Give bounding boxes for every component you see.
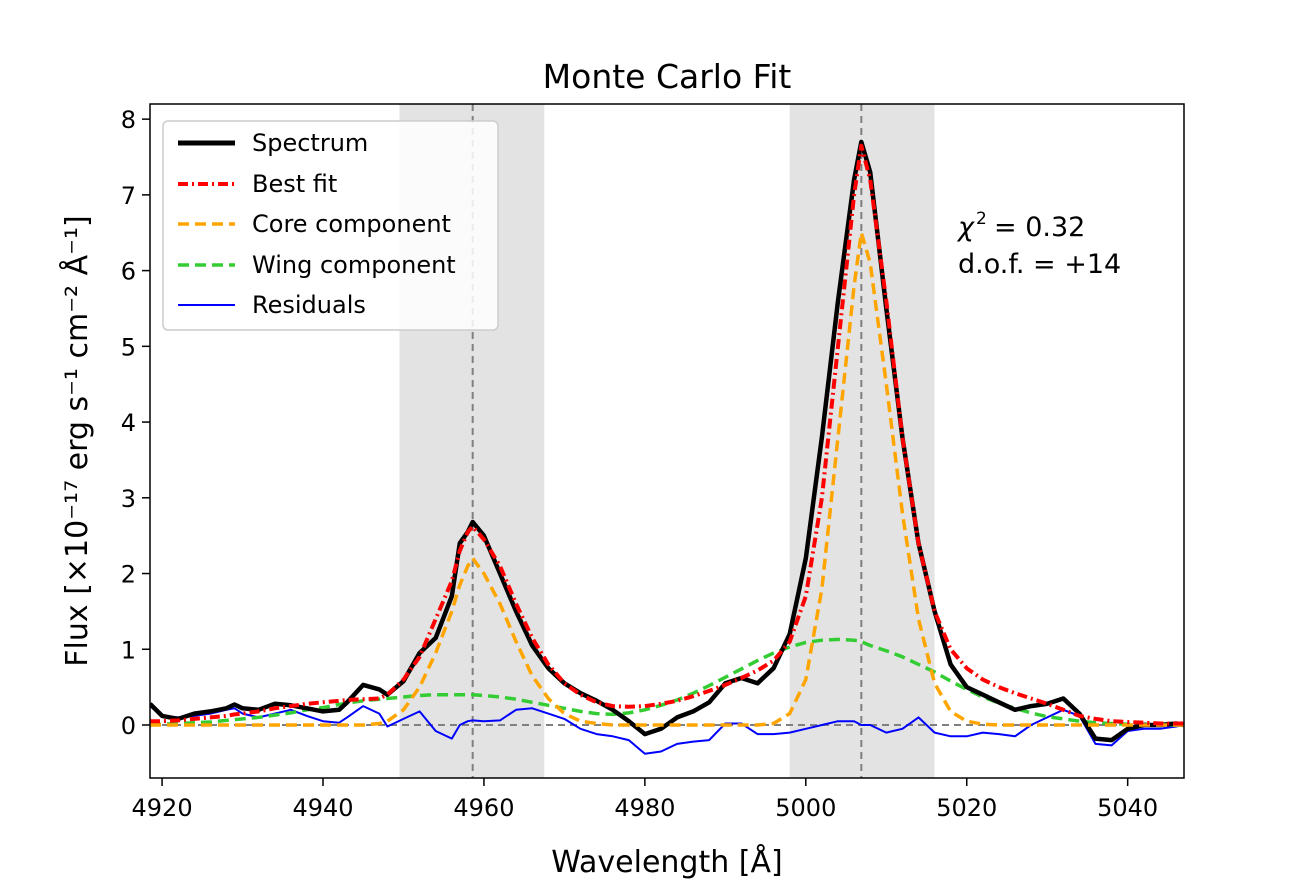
legend: Spectrum Best fit Core component Wing co… [162, 120, 499, 331]
y-tick-label-8: 8 [121, 106, 136, 134]
plot-frame [149, 103, 1185, 779]
x-tick-label-4980: 4980 [614, 794, 675, 822]
x-tick-label-5020: 5020 [936, 794, 997, 822]
legend-label-residuals: Residuals [252, 291, 366, 319]
fit-statistics: χ 2 = 0.32 d.o.f. = +14 [956, 209, 1121, 280]
x-tick-label-4940: 4940 [292, 794, 353, 822]
series-spectrum [150, 139, 1184, 743]
y-tick-label-3: 3 [121, 485, 136, 513]
x-tick-label-4920: 4920 [132, 794, 193, 822]
x-tick-label-4960: 4960 [453, 794, 514, 822]
legend-label-best-fit: Best fit [252, 170, 337, 198]
series-core-component [150, 230, 1184, 727]
y-axis-ticks: 0 1 2 3 4 5 6 7 8 [121, 106, 150, 740]
y-tick-label-7: 7 [121, 182, 136, 210]
series-lines [150, 139, 1184, 755]
series-best-fit [150, 143, 1184, 726]
chi-symbol: χ [956, 212, 975, 243]
x-tick-label-5000: 5000 [775, 794, 836, 822]
y-tick-label-6: 6 [121, 258, 136, 286]
series-wing-component [150, 637, 1184, 727]
y-tick-label-5: 5 [121, 333, 136, 361]
legend-box [162, 120, 499, 331]
y-tick-label-0: 0 [121, 712, 136, 740]
y-tick-label-2: 2 [121, 561, 136, 589]
legend-label-spectrum: Spectrum [252, 129, 368, 157]
legend-label-core: Core component [252, 210, 451, 238]
chart-title: Monte Carlo Fit [543, 57, 792, 96]
x-tick-label-5040: 5040 [1097, 794, 1158, 822]
y-tick-label-4: 4 [121, 409, 136, 437]
x-axis-ticks: 4920 4940 4960 4980 5000 5020 5040 [132, 778, 1158, 822]
legend-label-wing: Wing component [252, 251, 456, 279]
y-tick-label-1: 1 [121, 636, 136, 664]
chi-squared-value: = 0.32 [994, 212, 1085, 243]
chi-exponent: 2 [976, 209, 987, 229]
series-residuals [150, 705, 1184, 755]
degrees-of-freedom: d.o.f. = +14 [958, 249, 1121, 280]
y-axis-label: Flux [×10⁻¹⁷ erg s⁻¹ cm⁻² Å⁻¹] [59, 215, 95, 666]
x-axis-label: Wavelength [Å] [551, 844, 782, 880]
